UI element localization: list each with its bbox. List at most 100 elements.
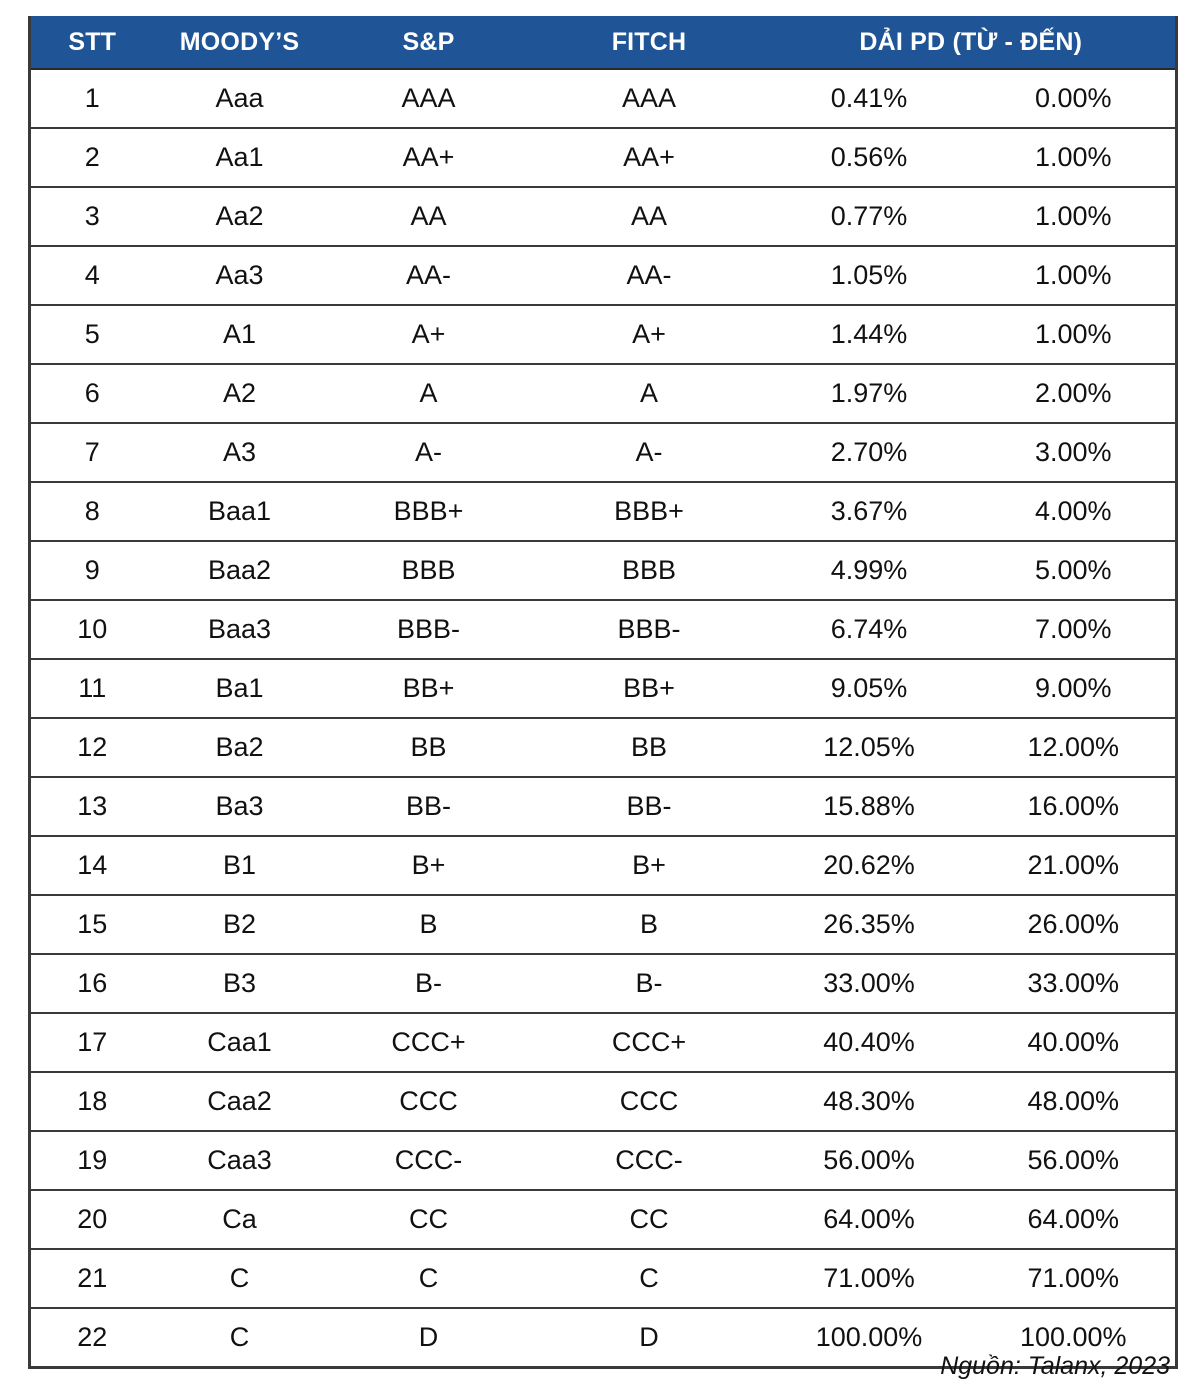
cell-pd-to: 1.00% bbox=[971, 304, 1177, 364]
cell-pd-from: 20.62% bbox=[766, 835, 972, 895]
cell-stt: 22 bbox=[29, 1307, 154, 1368]
cell-fitch: AAA bbox=[531, 69, 767, 128]
cell-fitch: A+ bbox=[531, 304, 767, 364]
cell-sp: BBB+ bbox=[325, 481, 532, 541]
cell-fitch: BBB bbox=[531, 540, 767, 600]
table-row: 17 Caa1 CCC+ CCC+ 40.40% 40.00% bbox=[29, 1012, 1177, 1072]
cell-pd-from: 100.00% bbox=[766, 1307, 972, 1368]
cell-fitch: AA+ bbox=[531, 127, 767, 187]
cell-fitch: C bbox=[531, 1248, 767, 1308]
table-row: 13 Ba3 BB- BB- 15.88% 16.00% bbox=[29, 776, 1177, 836]
cell-sp: CC bbox=[325, 1189, 532, 1249]
cell-stt: 16 bbox=[29, 953, 154, 1013]
cell-pd-to: 16.00% bbox=[971, 776, 1177, 836]
cell-pd-to: 5.00% bbox=[971, 540, 1177, 600]
source-note: Nguồn: Talanx, 2023 bbox=[940, 1352, 1170, 1380]
cell-pd-from: 9.05% bbox=[766, 658, 972, 718]
table-row: 14 B1 B+ B+ 20.62% 21.00% bbox=[29, 835, 1177, 895]
cell-moodys: Caa2 bbox=[153, 1071, 326, 1131]
table-row: 10 Baa3 BBB- BBB- 6.74% 7.00% bbox=[29, 599, 1177, 659]
cell-pd-to: 12.00% bbox=[971, 717, 1177, 777]
cell-sp: CCC+ bbox=[325, 1012, 532, 1072]
cell-moodys: C bbox=[153, 1307, 326, 1368]
column-header-moodys: MOODY’S bbox=[153, 16, 326, 69]
cell-moodys: Aa1 bbox=[153, 127, 326, 187]
cell-stt: 8 bbox=[29, 481, 154, 541]
cell-stt: 12 bbox=[29, 717, 154, 777]
cell-fitch: BBB- bbox=[531, 599, 767, 659]
cell-stt: 18 bbox=[29, 1071, 154, 1131]
cell-moodys: Ba3 bbox=[153, 776, 326, 836]
cell-pd-to: 2.00% bbox=[971, 363, 1177, 423]
cell-fitch: A bbox=[531, 363, 767, 423]
cell-stt: 17 bbox=[29, 1012, 154, 1072]
credit-rating-pd-table: STT MOODY’S S&P FITCH DẢI PD (TỪ - ĐẾN) … bbox=[28, 16, 1178, 1369]
cell-stt: 2 bbox=[29, 127, 154, 187]
cell-pd-from: 4.99% bbox=[766, 540, 972, 600]
cell-stt: 3 bbox=[29, 186, 154, 246]
cell-fitch: AA- bbox=[531, 245, 767, 305]
cell-pd-from: 64.00% bbox=[766, 1189, 972, 1249]
table-row: 20 Ca CC CC 64.00% 64.00% bbox=[29, 1189, 1177, 1249]
cell-sp: A- bbox=[325, 422, 532, 482]
cell-pd-from: 26.35% bbox=[766, 894, 972, 954]
header-row: STT MOODY’S S&P FITCH DẢI PD (TỪ - ĐẾN) bbox=[29, 16, 1177, 69]
cell-stt: 4 bbox=[29, 245, 154, 305]
cell-pd-to: 56.00% bbox=[971, 1130, 1177, 1190]
table-row: 7 A3 A- A- 2.70% 3.00% bbox=[29, 422, 1177, 482]
table-row: 15 B2 B B 26.35% 26.00% bbox=[29, 894, 1177, 954]
table-row: 3 Aa2 AA AA 0.77% 1.00% bbox=[29, 186, 1177, 246]
cell-moodys: Ca bbox=[153, 1189, 326, 1249]
cell-moodys: A1 bbox=[153, 304, 326, 364]
cell-fitch: AA bbox=[531, 186, 767, 246]
cell-stt: 14 bbox=[29, 835, 154, 895]
cell-pd-from: 6.74% bbox=[766, 599, 972, 659]
cell-stt: 19 bbox=[29, 1130, 154, 1190]
cell-pd-from: 71.00% bbox=[766, 1248, 972, 1308]
cell-pd-from: 3.67% bbox=[766, 481, 972, 541]
cell-stt: 10 bbox=[29, 599, 154, 659]
cell-moodys: Aa2 bbox=[153, 186, 326, 246]
cell-moodys: Baa1 bbox=[153, 481, 326, 541]
cell-sp: AA+ bbox=[325, 127, 532, 187]
cell-moodys: C bbox=[153, 1248, 326, 1308]
cell-fitch: CCC+ bbox=[531, 1012, 767, 1072]
cell-pd-to: 26.00% bbox=[971, 894, 1177, 954]
table-row: 18 Caa2 CCC CCC 48.30% 48.00% bbox=[29, 1071, 1177, 1131]
cell-fitch: D bbox=[531, 1307, 767, 1368]
cell-fitch: B- bbox=[531, 953, 767, 1013]
table-header: STT MOODY’S S&P FITCH DẢI PD (TỪ - ĐẾN) bbox=[29, 16, 1177, 69]
cell-pd-to: 64.00% bbox=[971, 1189, 1177, 1249]
cell-stt: 21 bbox=[29, 1248, 154, 1308]
cell-pd-to: 3.00% bbox=[971, 422, 1177, 482]
cell-fitch: B bbox=[531, 894, 767, 954]
cell-pd-from: 40.40% bbox=[766, 1012, 972, 1072]
cell-pd-to: 100.00% bbox=[971, 1307, 1177, 1368]
cell-pd-to: 33.00% bbox=[971, 953, 1177, 1013]
cell-sp: B+ bbox=[325, 835, 532, 895]
cell-sp: BBB bbox=[325, 540, 532, 600]
column-header-stt: STT bbox=[29, 16, 154, 69]
cell-pd-to: 4.00% bbox=[971, 481, 1177, 541]
table-row: 12 Ba2 BB BB 12.05% 12.00% bbox=[29, 717, 1177, 777]
cell-stt: 1 bbox=[29, 69, 154, 128]
cell-moodys: B1 bbox=[153, 835, 326, 895]
table-row: 2 Aa1 AA+ AA+ 0.56% 1.00% bbox=[29, 127, 1177, 187]
cell-fitch: BB+ bbox=[531, 658, 767, 718]
cell-fitch: A- bbox=[531, 422, 767, 482]
table-row: 8 Baa1 BBB+ BBB+ 3.67% 4.00% bbox=[29, 481, 1177, 541]
cell-moodys: B3 bbox=[153, 953, 326, 1013]
cell-sp: BB- bbox=[325, 776, 532, 836]
cell-pd-from: 2.70% bbox=[766, 422, 972, 482]
cell-pd-from: 12.05% bbox=[766, 717, 972, 777]
cell-pd-from: 0.77% bbox=[766, 186, 972, 246]
cell-sp: BB+ bbox=[325, 658, 532, 718]
cell-fitch: BB bbox=[531, 717, 767, 777]
cell-stt: 20 bbox=[29, 1189, 154, 1249]
cell-stt: 5 bbox=[29, 304, 154, 364]
column-header-pd-range: DẢI PD (TỪ - ĐẾN) bbox=[766, 16, 1177, 69]
column-header-sp: S&P bbox=[325, 16, 532, 69]
cell-stt: 7 bbox=[29, 422, 154, 482]
cell-sp: C bbox=[325, 1248, 532, 1308]
